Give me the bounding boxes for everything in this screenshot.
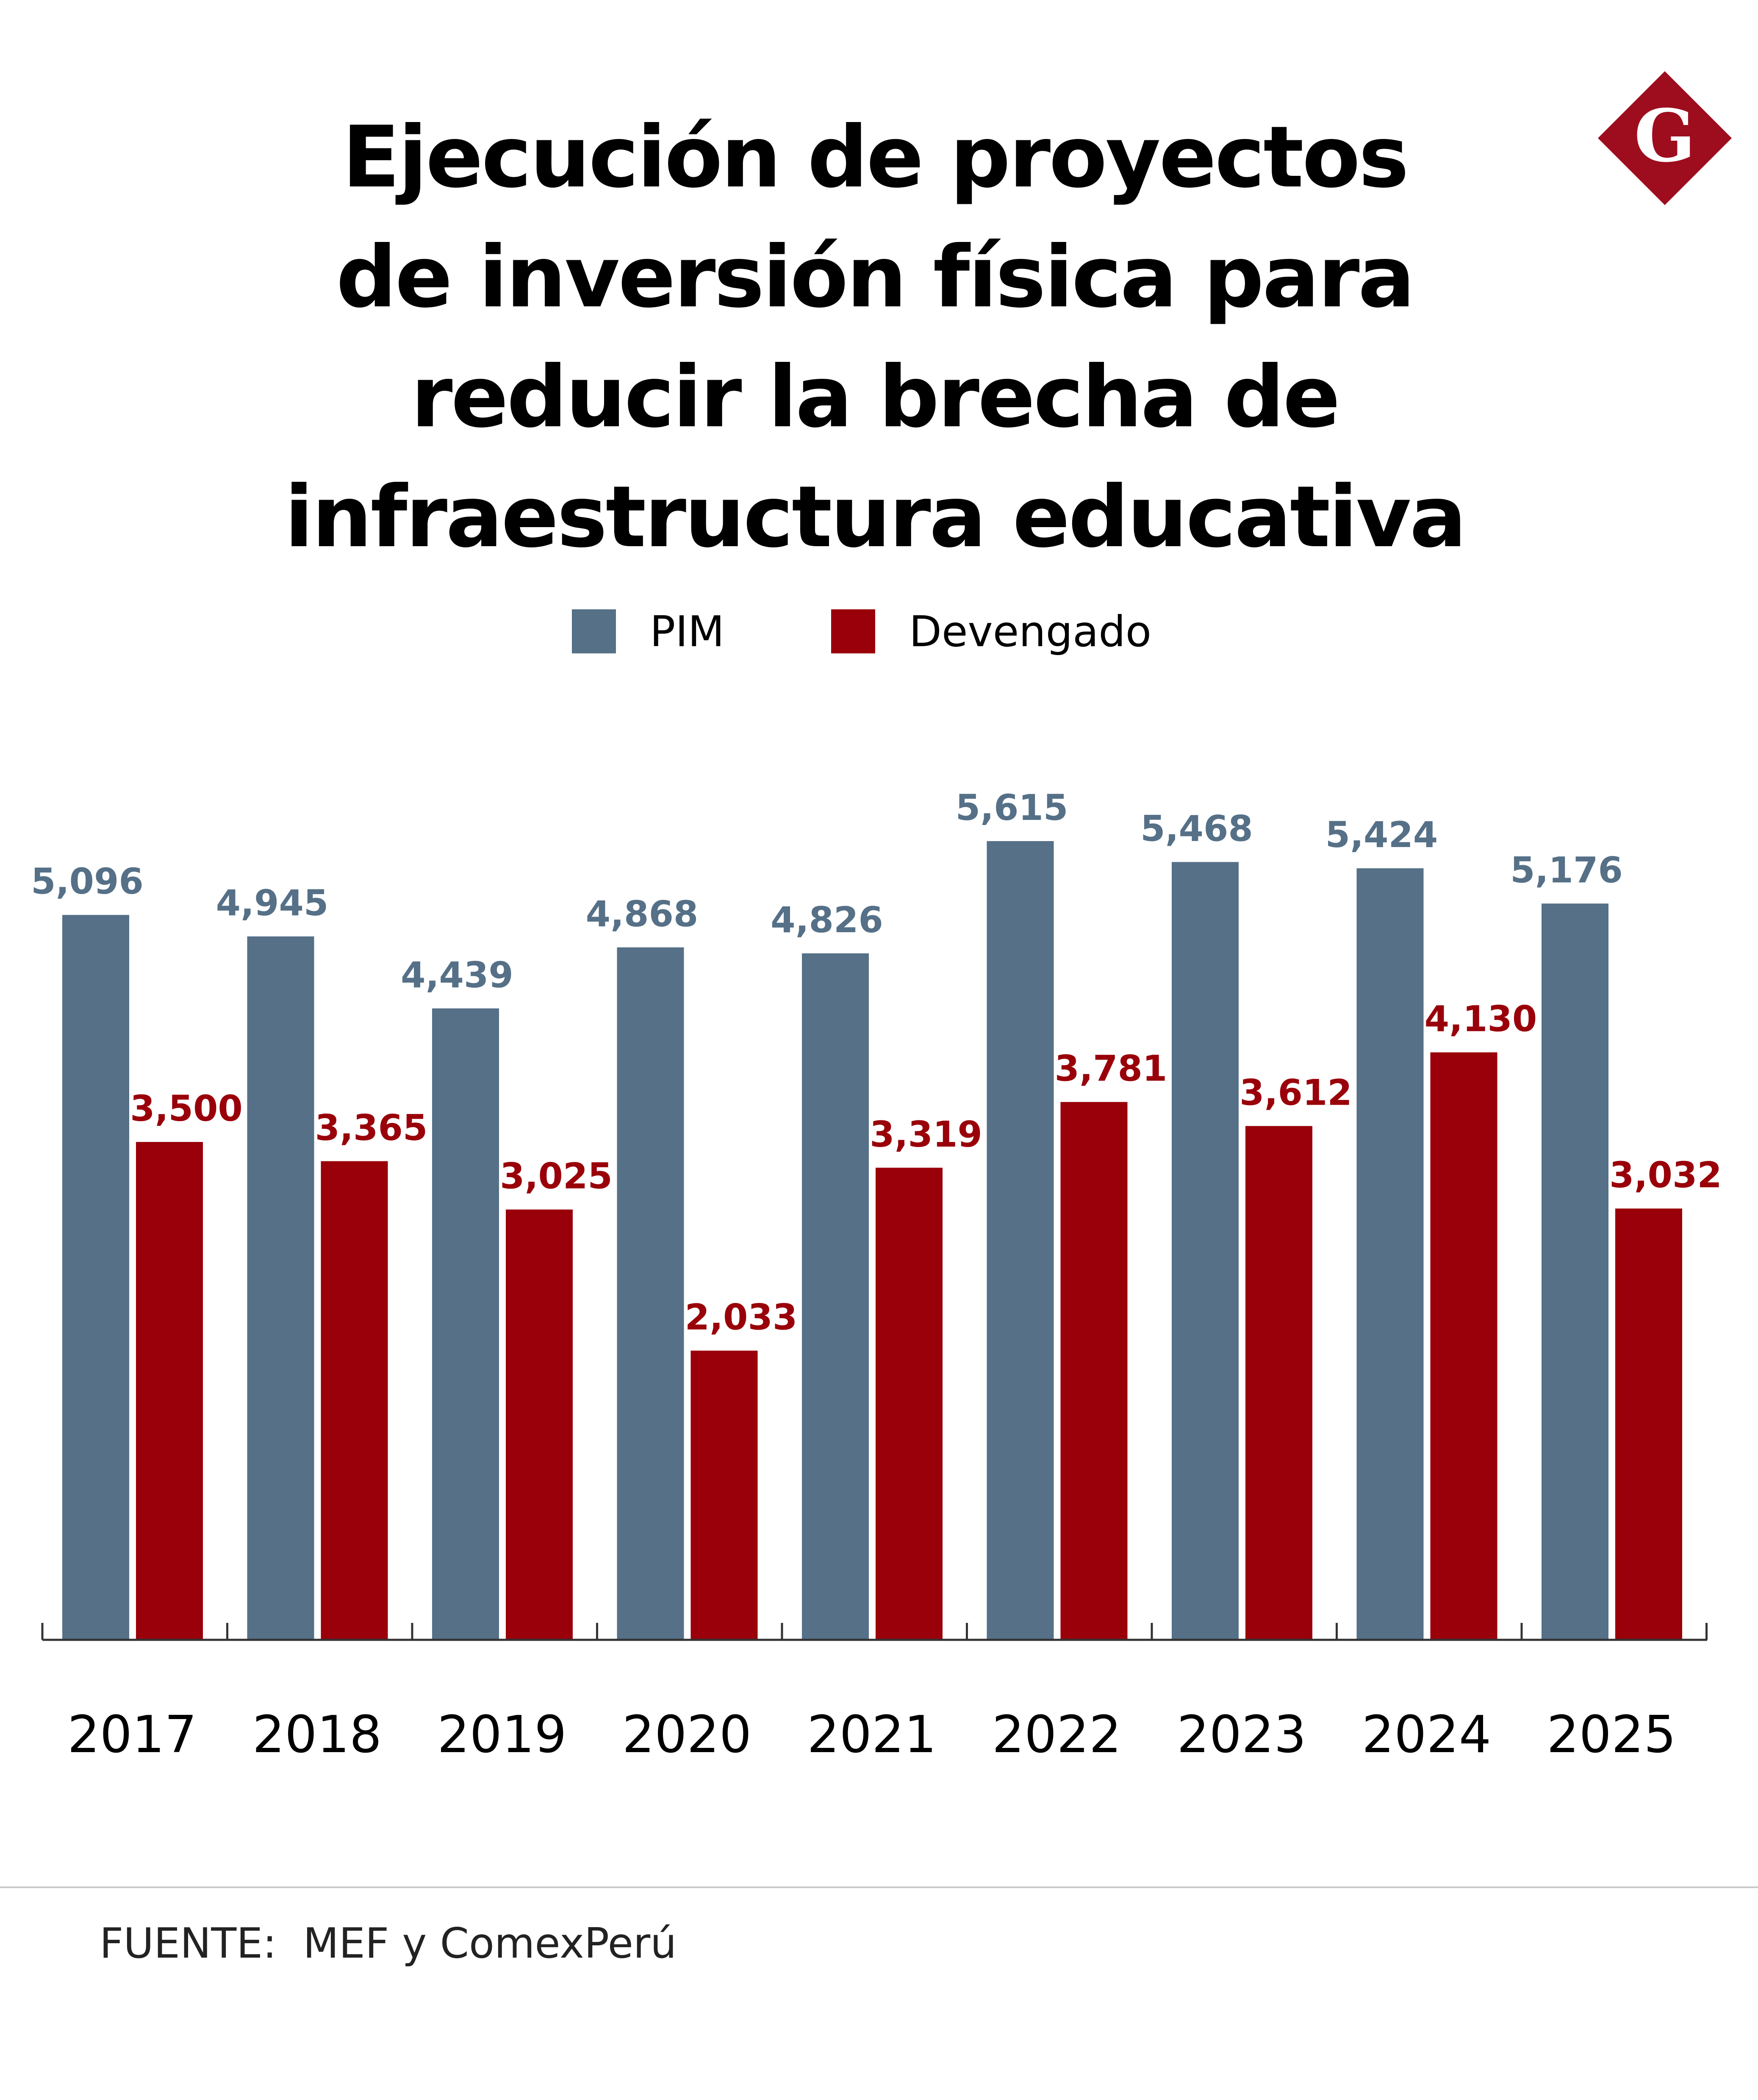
- legend-label-devengado: Devengado: [909, 606, 1152, 656]
- bar-pim-2020: [617, 947, 684, 1640]
- data-label-pim-2020: 4,868: [586, 893, 699, 935]
- bar-devengado-2020: [690, 1350, 758, 1640]
- logo-diamond: [1598, 71, 1732, 205]
- source-note: FUENTE: MEF y ComexPerú: [100, 1919, 677, 1968]
- bar-pim-2019: [432, 1008, 499, 1640]
- title-line: de inversión física para: [336, 228, 1415, 327]
- bar-devengado-2022: [1060, 1102, 1128, 1640]
- data-label-devengado-2019: 3,025: [500, 1155, 613, 1197]
- data-label-pim-2022: 5,615: [956, 787, 1068, 828]
- legend-item-pim: PIM: [572, 602, 724, 661]
- bar-devengado-2023: [1245, 1126, 1312, 1640]
- x-tick-label-2025: 2025: [1547, 1706, 1676, 1764]
- data-label-devengado-2025: 3,032: [1609, 1154, 1722, 1196]
- data-label-pim-2018: 4,945: [216, 882, 329, 924]
- legend-swatch-pim: [572, 609, 616, 653]
- bar-devengado-2024: [1430, 1052, 1497, 1640]
- x-tick-label-2018: 2018: [252, 1706, 382, 1764]
- x-tick-label-2023: 2023: [1177, 1706, 1306, 1764]
- bar-devengado-2018: [321, 1161, 388, 1640]
- bar-pim-2021: [802, 953, 869, 1640]
- title-line: reducir la brecha de: [410, 348, 1340, 447]
- bar-devengado-2019: [506, 1209, 573, 1640]
- bar-pim-2022: [987, 841, 1054, 1640]
- data-label-devengado-2024: 4,130: [1425, 998, 1537, 1040]
- data-label-pim-2019: 4,439: [401, 954, 513, 996]
- bar-pim-2025: [1542, 903, 1608, 1640]
- bar-pim-2023: [1172, 862, 1239, 1640]
- bar-devengado-2025: [1615, 1208, 1682, 1640]
- bar-pim-2017: [62, 915, 129, 1640]
- title-line: Ejecución de proyectos: [342, 108, 1409, 207]
- diamond-g-logo: G: [1598, 71, 1732, 205]
- data-label-pim-2017: 5,096: [31, 861, 144, 902]
- data-label-devengado-2018: 3,365: [315, 1107, 428, 1148]
- title-line: infraestructura educativa: [284, 468, 1467, 567]
- bar-devengado-2017: [136, 1142, 203, 1640]
- data-label-devengado-2021: 3,319: [870, 1114, 982, 1155]
- legend: PIM Devengado: [0, 602, 1758, 661]
- logo-letter: G: [1634, 94, 1695, 178]
- bar-chart: 5,096 3,500 2017 4,945 3,365 2018 4,439 3,025 20…: [31, 787, 1722, 1764]
- data-label-pim-2021: 4,826: [771, 899, 883, 941]
- legend-item-devengado: Devengado: [831, 602, 1151, 661]
- x-tick-label-2022: 2022: [992, 1706, 1121, 1764]
- data-label-devengado-2022: 3,781: [1055, 1048, 1167, 1089]
- legend-label-pim: PIM: [650, 606, 725, 656]
- data-label-devengado-2023: 3,612: [1239, 1072, 1352, 1113]
- x-tick-label-2024: 2024: [1362, 1706, 1491, 1764]
- x-tick-label-2020: 2020: [622, 1706, 751, 1764]
- bar-pim-2024: [1356, 868, 1424, 1640]
- legend-swatch-devengado: [831, 609, 875, 653]
- data-label-pim-2023: 5,468: [1140, 808, 1253, 849]
- x-tick-label-2017: 2017: [67, 1706, 197, 1764]
- footer-divider: [0, 1886, 1758, 1888]
- data-label-devengado-2017: 3,500: [130, 1088, 243, 1129]
- data-label-devengado-2020: 2,033: [685, 1297, 798, 1338]
- x-tick-label-2019: 2019: [437, 1706, 566, 1764]
- bar-devengado-2021: [876, 1167, 943, 1640]
- bar-pim-2018: [247, 936, 314, 1640]
- chart-title: Ejecución de proyectos de inversión físi…: [191, 97, 1559, 577]
- x-tick-label-2021: 2021: [807, 1706, 936, 1764]
- data-label-pim-2025: 5,176: [1510, 849, 1623, 891]
- data-label-pim-2024: 5,424: [1325, 814, 1438, 856]
